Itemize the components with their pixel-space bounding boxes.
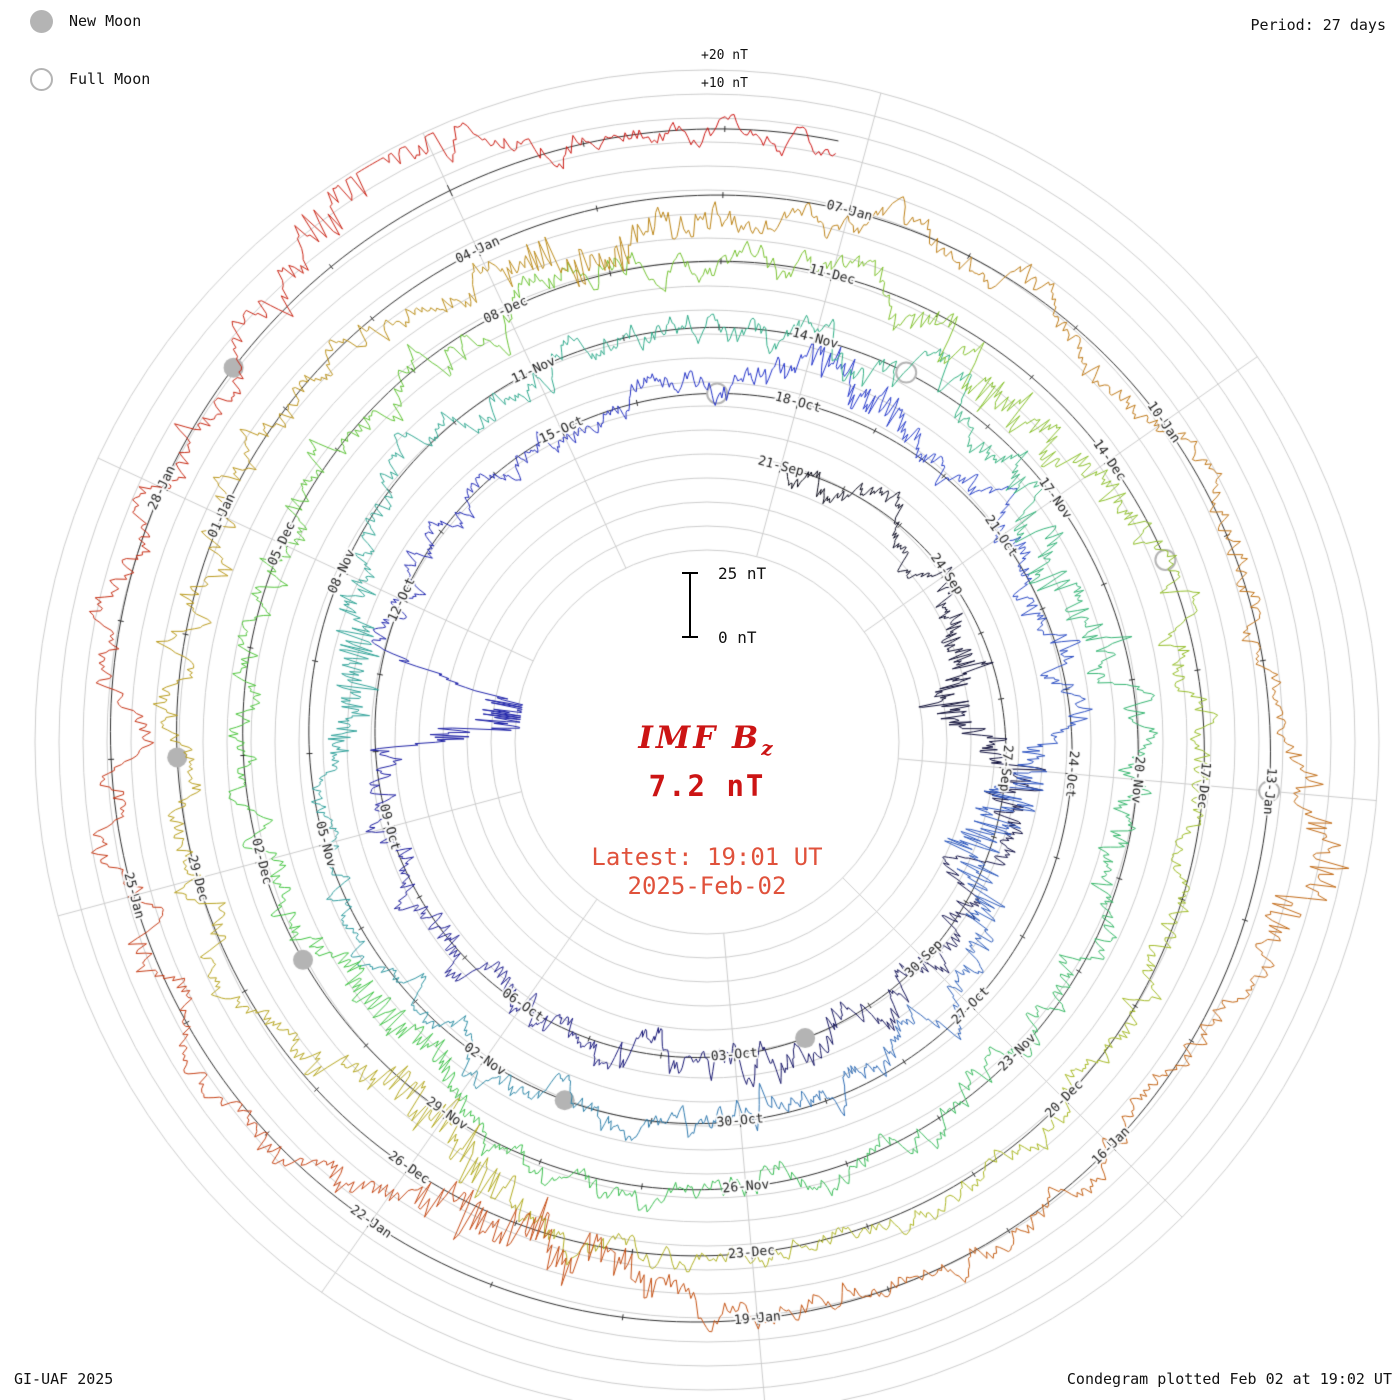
scale-bottom-label: 0 nT (718, 628, 757, 647)
chart-current-value: 7.2 nT (648, 769, 766, 804)
chart-title: IMF Bz (457, 720, 957, 760)
new-moon-label: New Moon (69, 12, 142, 30)
plot-timestamp-label: Condegram plotted Feb 02 at 19:02 UT (1066, 1370, 1392, 1388)
credit-label: GI-UAF 2025 (14, 1370, 114, 1388)
scale-bar-top-cap (682, 572, 698, 574)
full-moon-icon (30, 67, 53, 91)
new-moon-icon (30, 9, 53, 33)
latest-readout: Latest: 19:01 UT 2025-Feb-02 (457, 843, 957, 901)
latest-date: 2025-Feb-02 (627, 872, 787, 901)
radial-scale-plus20: +20 nT (701, 48, 748, 63)
latest-timestamp: Latest: 19:01 UT (591, 843, 823, 872)
period-label: Period: 27 days (1250, 16, 1386, 34)
chart-title-subscript: z (761, 736, 776, 761)
chart-title-main: IMF B (638, 720, 762, 756)
legend-full-moon-row: Full Moon (30, 66, 150, 92)
scale-bar-line (689, 574, 691, 636)
center-readout: IMF Bz 7.2 nT Latest: 19:01 UT 2025-Feb-… (457, 720, 957, 901)
radial-scale-plus10: +10 nT (701, 76, 748, 91)
scale-bar-bottom-cap (682, 636, 698, 638)
legend-new-moon-row: New Moon (30, 8, 150, 34)
full-moon-label: Full Moon (69, 70, 151, 88)
scale-top-label: 25 nT (718, 564, 767, 583)
moon-legend: New Moon Full Moon (30, 8, 150, 124)
